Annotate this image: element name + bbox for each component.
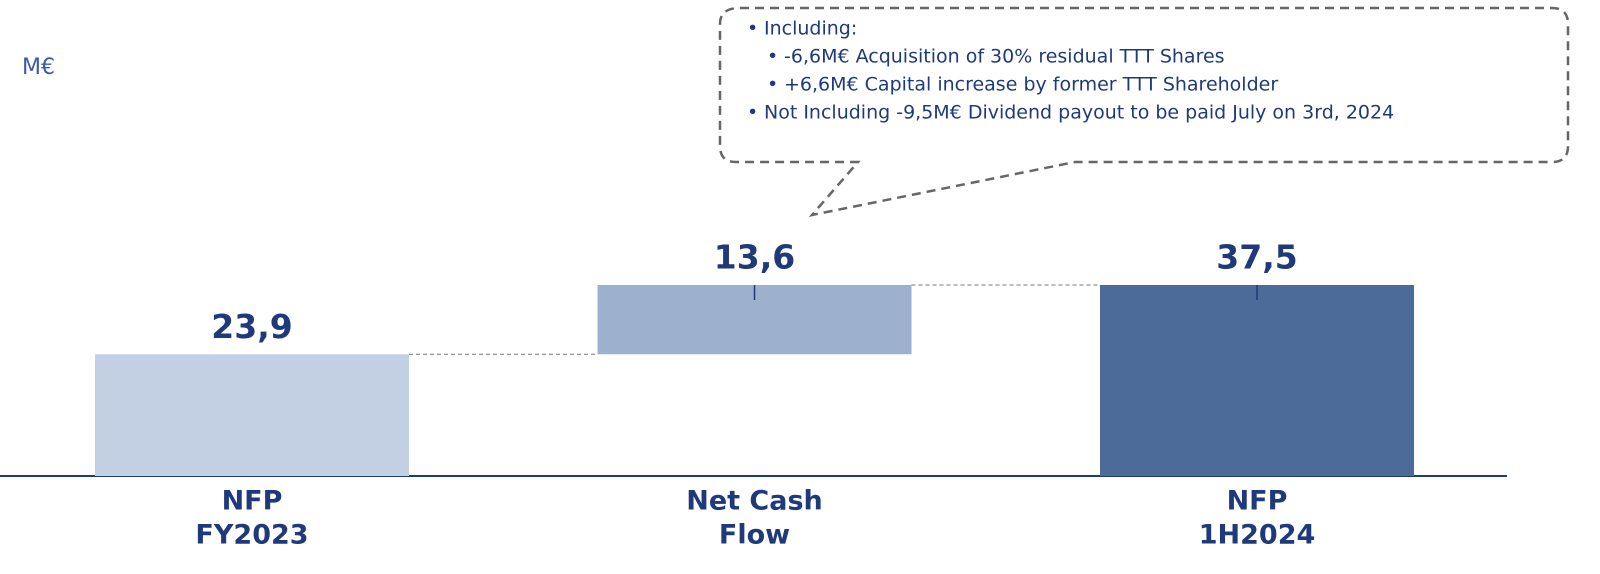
callout-bullet: • [767, 74, 778, 96]
value-label: 23,9 [211, 307, 292, 346]
callout-text: Not Including -9,5M€ Dividend payout to … [764, 102, 1394, 124]
category-label: Net Cash [686, 486, 823, 517]
callout-bubble [718, 6, 1570, 217]
value-label: 37,5 [1216, 238, 1297, 277]
callout-bullet: • [747, 18, 758, 40]
category-label: 1H2024 [1199, 520, 1316, 551]
callout-bullet: • [767, 46, 778, 68]
category-label: Flow [719, 520, 790, 551]
unit-label: M€ [22, 55, 55, 80]
callout-text: Including: [764, 18, 857, 40]
category-label: NFP [222, 486, 283, 517]
callout-text: -6,6M€ Acquisition of 30% residual TTT S… [784, 46, 1225, 68]
callout-text: +6,6M€ Capital increase by former TTT Sh… [784, 74, 1278, 96]
category-label: FY2023 [195, 520, 308, 551]
bar [1100, 285, 1414, 476]
callout-bullet: • [747, 102, 758, 124]
bar [95, 354, 409, 476]
value-label: 13,6 [714, 238, 795, 277]
category-label: NFP [1227, 486, 1288, 517]
